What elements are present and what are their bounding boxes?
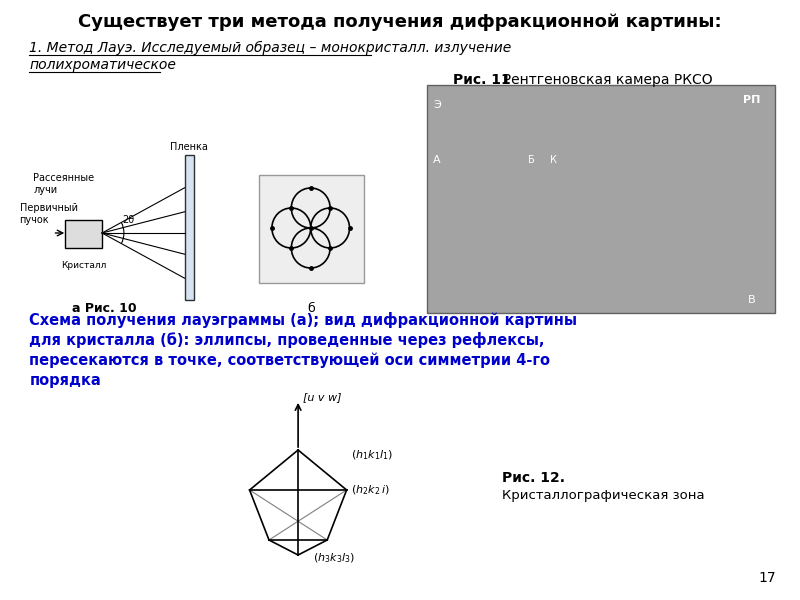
Text: Схема получения лауэграммы (а); вид дифракционной картины: Схема получения лауэграммы (а); вид дифр… (30, 312, 578, 328)
Text: 17: 17 (758, 571, 776, 585)
Text: 1. Метод Лауэ. Исследуемый образец – монокристалл. излучение: 1. Метод Лауэ. Исследуемый образец – мон… (30, 41, 511, 55)
Text: Рис. 12.: Рис. 12. (502, 471, 565, 485)
Text: лучи: лучи (33, 185, 58, 195)
Text: полихроматическое: полихроматическое (30, 58, 176, 72)
Polygon shape (185, 155, 194, 300)
Text: . Рентгеновская камера РКСО: . Рентгеновская камера РКСО (494, 73, 713, 87)
Text: б: б (307, 301, 314, 314)
Text: Кристаллографическая зона: Кристаллографическая зона (502, 490, 705, 503)
Text: 2θ: 2θ (122, 215, 134, 225)
Text: Э: Э (433, 100, 441, 110)
Text: $(h_2k_2\,i)$: $(h_2k_2\,i)$ (351, 483, 390, 497)
Text: пересекаются в точке, соответствующей оси симметрии 4-го: пересекаются в точке, соответствующей ос… (30, 352, 550, 368)
Text: Существует три метода получения дифракционной картины:: Существует три метода получения дифракци… (78, 13, 722, 31)
Text: Пленка: Пленка (170, 142, 208, 152)
FancyBboxPatch shape (65, 220, 102, 248)
Text: для кристалла (б): эллипсы, проведенные через рефлексы,: для кристалла (б): эллипсы, проведенные … (30, 332, 545, 348)
Text: порядка: порядка (30, 373, 101, 388)
Text: Рассеянные: Рассеянные (33, 173, 94, 183)
Text: К: К (550, 155, 557, 165)
Text: В: В (747, 295, 755, 305)
Text: [u v w]: [u v w] (303, 392, 342, 402)
Text: $(h_3k_3l_3)$: $(h_3k_3l_3)$ (313, 551, 354, 565)
Text: Первичный: Первичный (19, 203, 78, 213)
FancyBboxPatch shape (259, 175, 364, 283)
Text: пучок: пучок (19, 215, 50, 225)
Text: Рис. 11: Рис. 11 (454, 73, 511, 87)
Text: А: А (433, 155, 441, 165)
FancyBboxPatch shape (427, 85, 774, 313)
Text: РП: РП (742, 95, 760, 105)
Text: Б: Б (528, 155, 534, 165)
Text: а Рис. 10: а Рис. 10 (72, 301, 136, 314)
Text: Кристалл: Кристалл (61, 260, 106, 269)
Text: $(h_1k_1l_1)$: $(h_1k_1l_1)$ (351, 448, 394, 462)
